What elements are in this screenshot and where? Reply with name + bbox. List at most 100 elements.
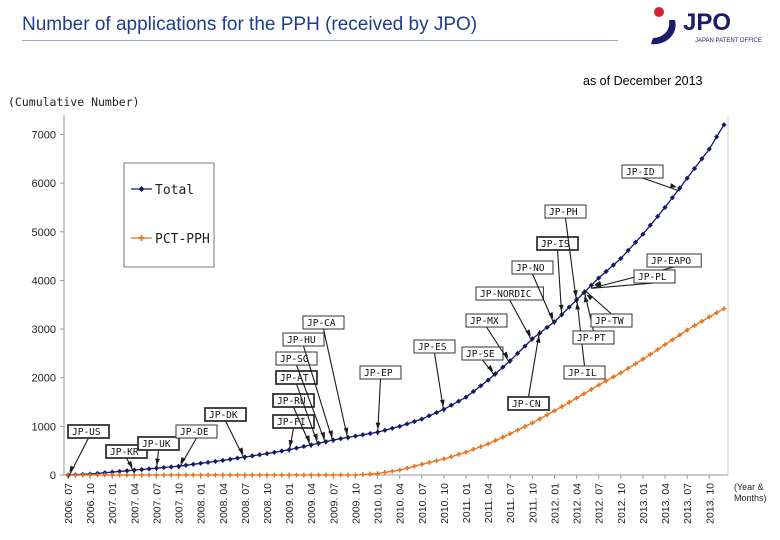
- logo-red-dot: [654, 7, 664, 17]
- total-point: [264, 450, 270, 457]
- pct-pph-point: [360, 472, 366, 477]
- annotation-arrowhead: [583, 295, 589, 303]
- annotation-box: [475, 286, 544, 301]
- pct-pph-point: [72, 472, 78, 478]
- x-tick-label: 2013. 07: [682, 483, 694, 524]
- annotation-box: [563, 365, 606, 380]
- pct-pph-point: [692, 323, 697, 329]
- total-point: [677, 185, 683, 191]
- pct-pph-point: [109, 472, 115, 478]
- total-point: [640, 231, 646, 237]
- pct-pph-point: [655, 347, 661, 352]
- total-point: [124, 468, 130, 474]
- annotation-label: JP-FI: [277, 417, 306, 428]
- annotation-label: JP-ES: [418, 342, 447, 353]
- annotation-label: JP-EP: [364, 368, 393, 379]
- pct-pph-point: [581, 391, 587, 397]
- pct-pph-point: [308, 472, 314, 478]
- annotation-box: [105, 444, 148, 459]
- x-axis-label-2: Months): [734, 493, 767, 503]
- annotation-box: [175, 424, 218, 439]
- total-point: [478, 383, 484, 389]
- pct-pph-point: [522, 424, 528, 429]
- annotation-box: [272, 414, 315, 429]
- annotation-label: JP-SE: [466, 349, 495, 360]
- annotation-box: [572, 330, 615, 345]
- title-underline: [22, 40, 618, 41]
- pct-pph-point: [190, 472, 196, 478]
- pct-pph-point: [375, 471, 380, 476]
- total-point: [161, 464, 167, 471]
- total-point: [610, 262, 617, 268]
- annotation-arrow: [486, 326, 511, 364]
- total-point: [404, 421, 410, 427]
- annotation-arrowhead: [343, 427, 349, 435]
- total-point: [419, 416, 425, 422]
- annotation-box: [204, 407, 247, 422]
- x-tick-label: 2006. 10: [85, 483, 97, 524]
- total-point: [190, 461, 196, 467]
- pct-pph-point: [95, 472, 100, 478]
- annotation-arrowhead: [375, 422, 381, 430]
- jpo-logo: JPO JAPAN PATENT OFFICE: [651, 7, 762, 45]
- annotation-arrowhead: [155, 458, 160, 466]
- annotation-arrow: [564, 217, 578, 303]
- total-point: [596, 275, 602, 281]
- total-point: [684, 175, 690, 181]
- x-tick-label: 2008. 07: [240, 483, 252, 524]
- annotation-arrow: [591, 282, 655, 289]
- annotation-label: JP-DE: [180, 427, 209, 438]
- annotation-arrow: [225, 420, 246, 461]
- total-point: [360, 432, 366, 438]
- total-point: [448, 402, 454, 408]
- total-point: [551, 319, 558, 325]
- x-tick-label: 2013. 01: [638, 483, 650, 524]
- pct-pph-point: [242, 472, 248, 478]
- annotation-box: [511, 260, 554, 275]
- annotation-box: [461, 346, 504, 361]
- total-point: [603, 268, 609, 275]
- annotation-box: [67, 424, 110, 439]
- total-point: [271, 449, 277, 455]
- total-point: [323, 438, 329, 445]
- pct-pph-point: [677, 332, 683, 338]
- pct-pph-point: [448, 454, 454, 460]
- pct-pph-point: [286, 472, 292, 478]
- pct-pph-point: [456, 452, 462, 457]
- annotation-box: [590, 313, 633, 328]
- annotation-arrowhead: [127, 460, 133, 468]
- total-point: [227, 456, 233, 462]
- annotation-label: JP-TW: [595, 316, 624, 327]
- total-point: [293, 445, 300, 451]
- x-tick-label: 2011. 01: [461, 483, 473, 523]
- x-tick-label: 2010. 10: [439, 483, 451, 524]
- annotation-arrowhead: [586, 294, 593, 301]
- annotation-box: [621, 164, 664, 179]
- total-point: [338, 436, 344, 442]
- pct-pph-point: [117, 472, 122, 478]
- annotation-label: JP-EAPO: [651, 256, 691, 267]
- pct-pph-point: [647, 351, 653, 357]
- x-tick-label: 2010. 07: [417, 483, 429, 524]
- x-tick-label: 2009. 07: [328, 483, 340, 524]
- total-point: [345, 434, 351, 440]
- annotation-arrow: [509, 299, 533, 343]
- annotation-label: JP-CN: [512, 399, 541, 410]
- pct-pph-point: [478, 444, 484, 450]
- total-point: [485, 377, 491, 383]
- pct-pph-point: [257, 472, 263, 478]
- pct-pph-point: [507, 431, 513, 437]
- pct-pph-point: [544, 412, 550, 418]
- pct-pph-point: [198, 472, 204, 478]
- pct-pph-point: [154, 472, 159, 478]
- annotation-arrowhead: [502, 351, 509, 359]
- total-point: [234, 455, 241, 461]
- total-point: [352, 433, 359, 439]
- y-axis-label: (Cumulative Number): [8, 95, 140, 109]
- x-tick-label: 2010. 04: [395, 483, 407, 524]
- x-tick-label: 2010. 01: [373, 483, 385, 524]
- total-point: [721, 122, 727, 128]
- annotation-label: JP-RU: [277, 396, 306, 407]
- annotation-arrowhead: [487, 365, 494, 372]
